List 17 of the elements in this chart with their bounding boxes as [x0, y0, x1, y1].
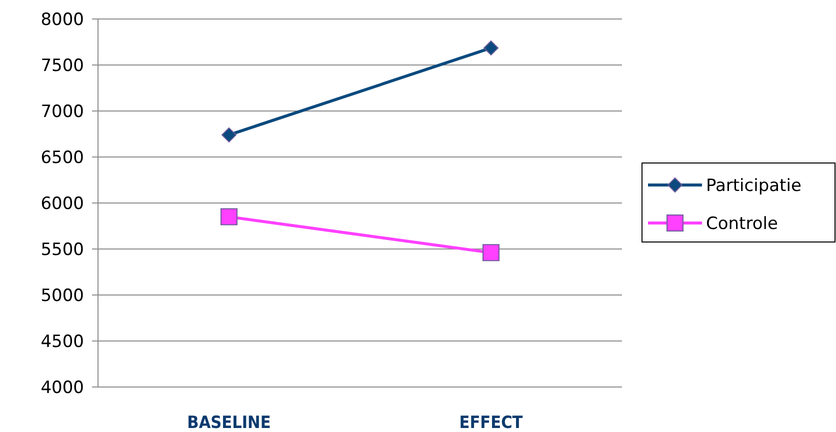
y-tick-label: 4500: [40, 332, 84, 352]
legend-label: Participatie: [706, 176, 802, 196]
point: [484, 40, 498, 56]
x-tick-label: EFFECT: [459, 413, 524, 432]
point: [222, 127, 236, 142]
y-tick-label: 5000: [40, 286, 84, 306]
y-tick-label: 6500: [40, 148, 84, 168]
y-tick-label: 7500: [40, 56, 84, 76]
legend-label: Controle: [706, 214, 778, 234]
y-tick-label: 6000: [40, 194, 84, 214]
point: [220, 208, 238, 226]
y-tick-label: 8000: [40, 10, 84, 30]
y-tick-label: 7000: [40, 102, 84, 122]
y-tick-label: 4000: [40, 378, 84, 398]
point: [482, 244, 500, 262]
x-tick-label: BASELINE: [187, 413, 271, 432]
y-tick-label: 5500: [40, 240, 84, 260]
